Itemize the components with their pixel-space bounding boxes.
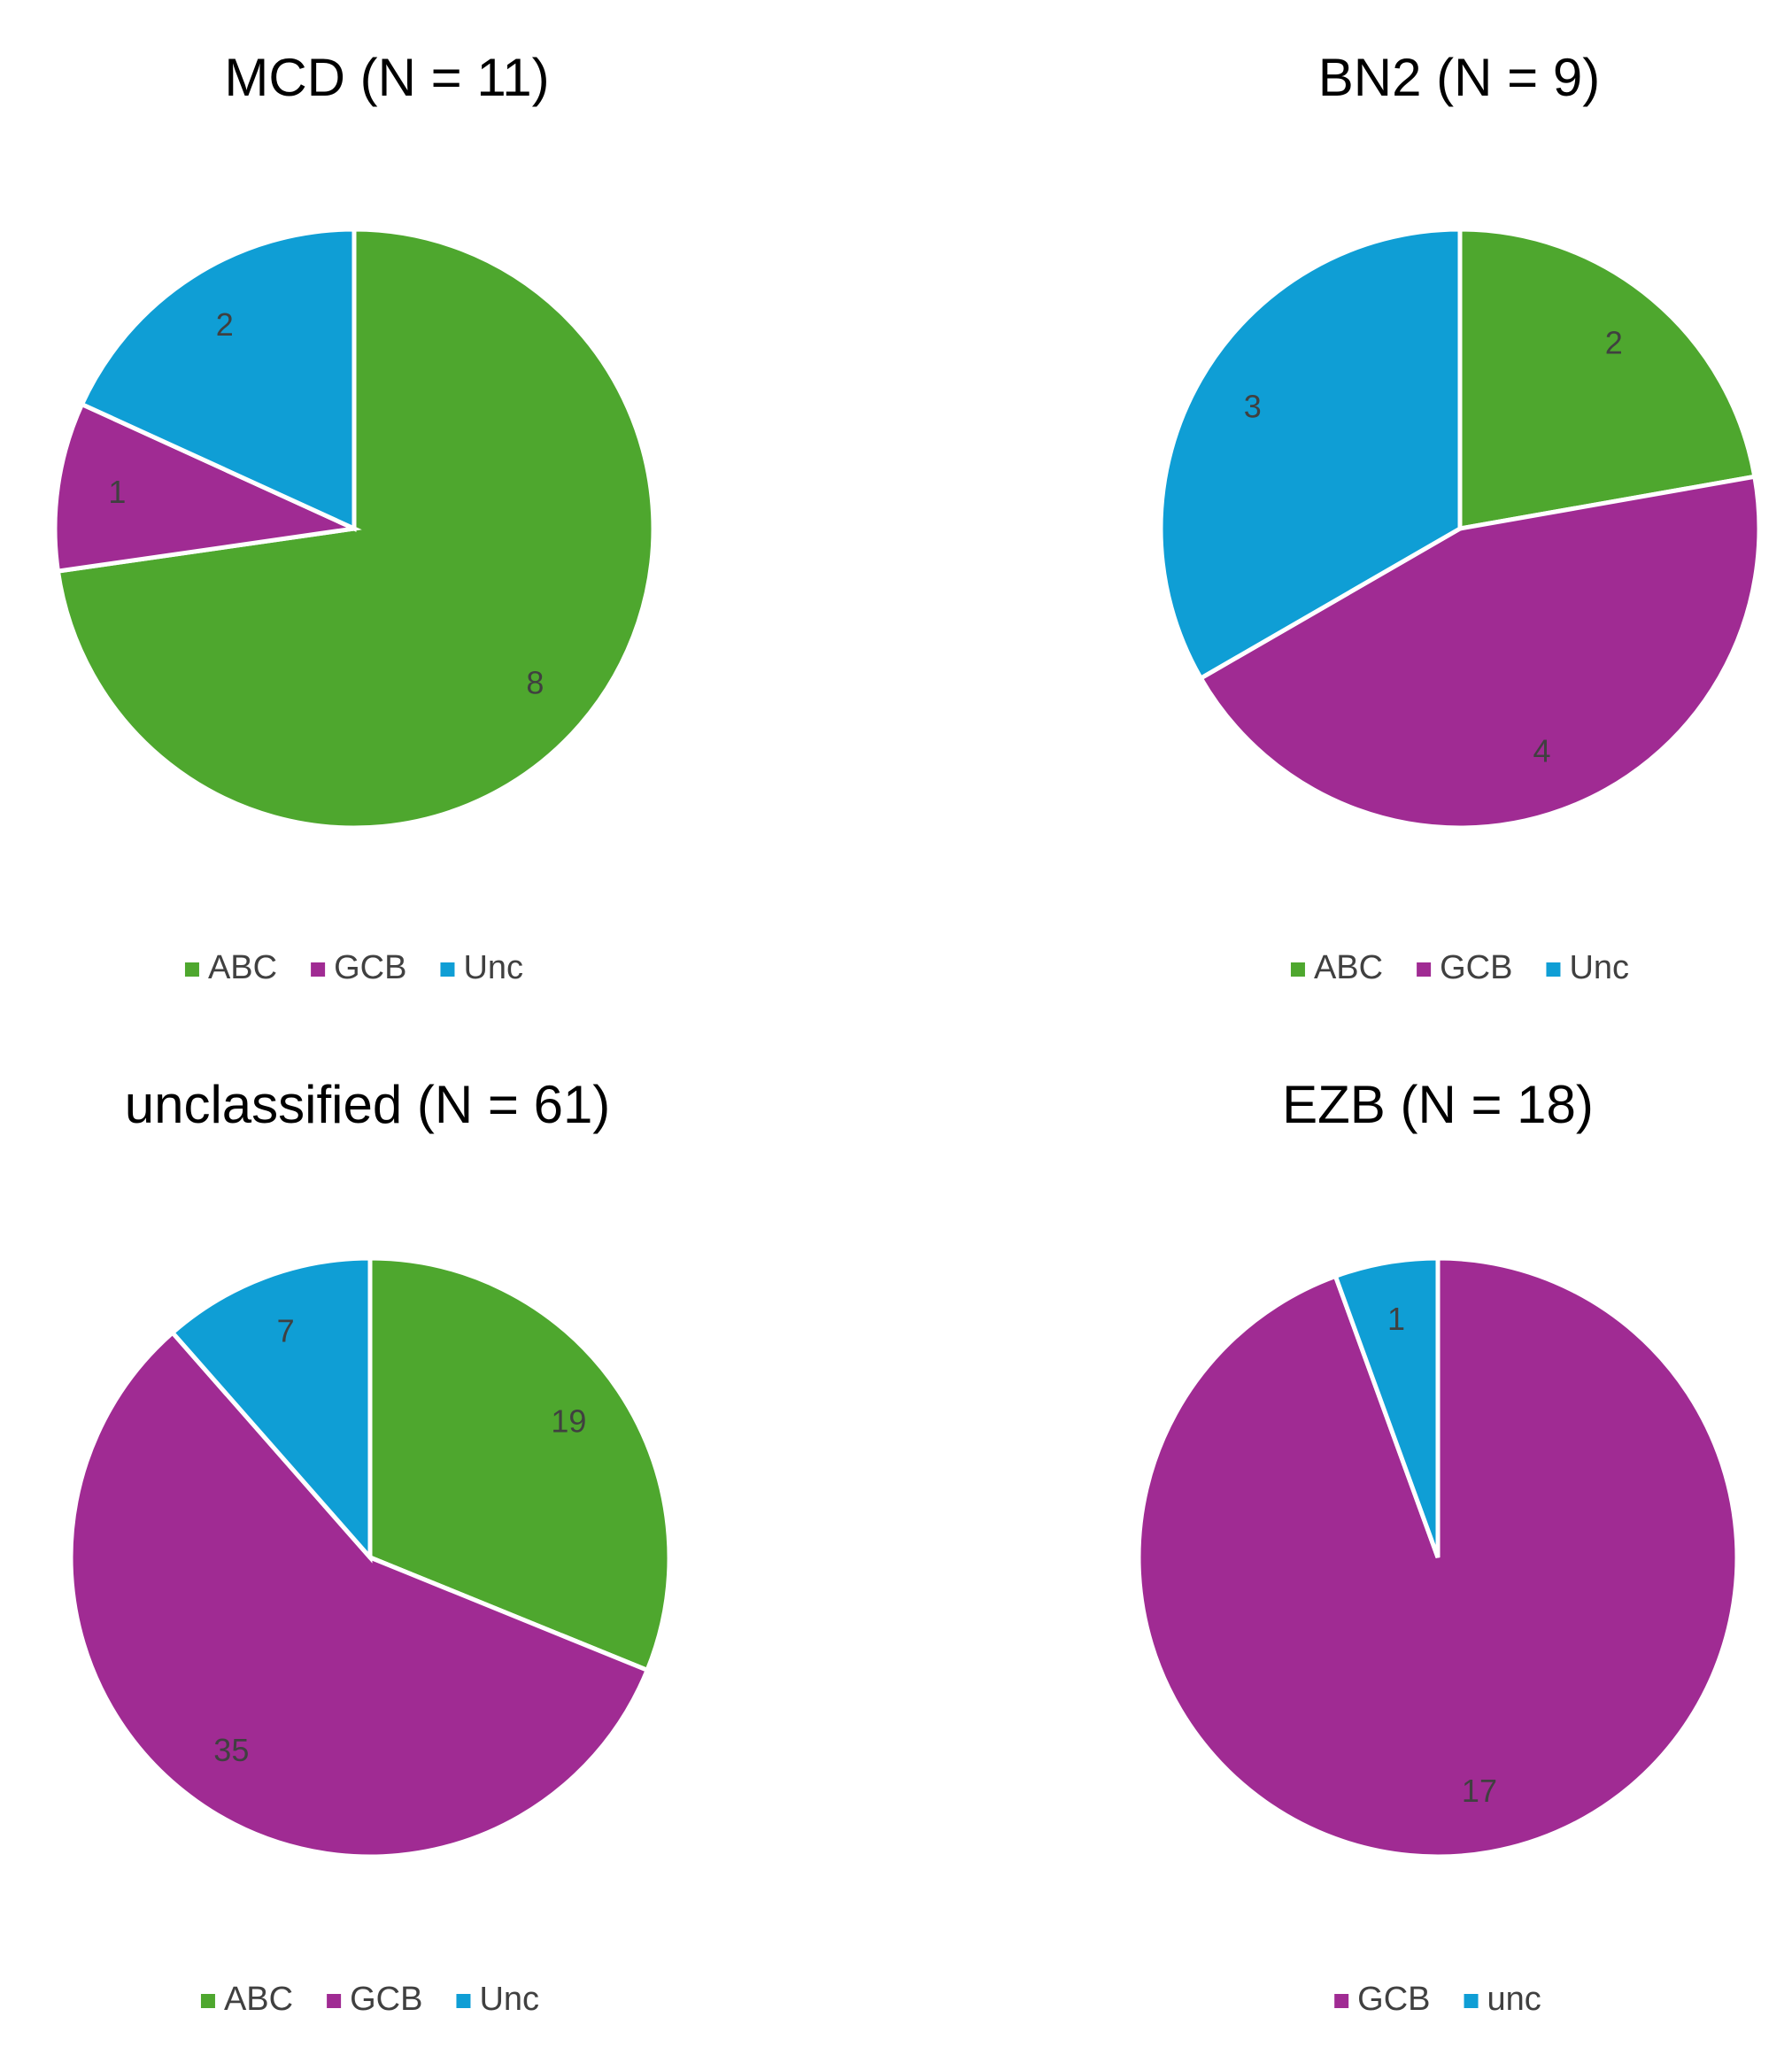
legend-label: ABC — [208, 949, 277, 986]
chart-title: EZB (N = 18) — [1282, 1075, 1594, 1134]
data-label: 3 — [1244, 388, 1262, 424]
pie-slice — [79, 227, 357, 532]
pie-slice — [52, 401, 362, 574]
legend-label: Unc — [479, 1981, 539, 2018]
legend-swatch — [1546, 962, 1561, 977]
legend: ABC GCB Unc — [200, 1981, 539, 2018]
legend-label: ABC — [224, 1981, 293, 2018]
legend-swatch — [1334, 1994, 1349, 2008]
legend-swatch — [440, 962, 455, 977]
legend: ABC GCB Unc — [184, 949, 523, 986]
pie-chart: MCD (N = 11) 8 1 2 ABC GCB Unc — [52, 48, 656, 986]
legend-label: GCB — [350, 1981, 422, 2018]
legend-label: GCB — [334, 949, 406, 986]
pie-slice — [1332, 1256, 1441, 1558]
data-label: 4 — [1533, 733, 1550, 769]
legend-swatch — [311, 962, 326, 977]
legend: GCB unc — [1334, 1981, 1541, 2018]
chart-title: MCD (N = 11) — [224, 48, 549, 107]
pie-slice — [1197, 474, 1762, 831]
data-label: 19 — [551, 1403, 586, 1440]
legend-label: ABC — [1314, 949, 1383, 986]
chart-title: unclassified (N = 61) — [125, 1075, 611, 1134]
data-label: 7 — [277, 1312, 295, 1348]
data-label: 35 — [213, 1732, 249, 1768]
data-label: 1 — [108, 474, 126, 510]
legend-swatch — [1464, 1994, 1479, 2008]
data-label: 1 — [1387, 1301, 1405, 1337]
legend-label: Unc — [1569, 949, 1629, 986]
data-label: 2 — [216, 306, 234, 343]
chart-title: BN2 (N = 9) — [1318, 48, 1600, 107]
pie-chart: EZB (N = 18) 17 1 GCB unc — [1136, 1075, 1740, 2018]
legend-label: GCB — [1357, 1981, 1430, 2018]
legend-swatch — [200, 1994, 215, 2008]
data-label: 2 — [1605, 324, 1623, 360]
data-label: 8 — [526, 665, 544, 701]
pie-slice — [68, 1329, 651, 1859]
legend-swatch — [184, 962, 199, 977]
legend-swatch — [327, 1994, 342, 2008]
legend-swatch — [456, 1994, 471, 2008]
pie-chart: BN2 (N = 9) 2 4 3 ABC GCB Unc — [1158, 48, 1762, 986]
legend-swatch — [1417, 962, 1432, 977]
legend: ABC GCB Unc — [1290, 949, 1629, 986]
legend-swatch — [1290, 962, 1305, 977]
legend-label: Unc — [463, 949, 523, 986]
pie-chart: unclassified (N = 61) 19 35 7 ABC GCB Unc — [68, 1075, 672, 2018]
legend-label: GCB — [1440, 949, 1512, 986]
pie-slice — [1158, 227, 1463, 682]
data-label: 17 — [1462, 1773, 1497, 1809]
legend-label: unc — [1487, 1981, 1541, 2018]
pie-slice — [367, 1256, 672, 1673]
pie-slice — [1457, 227, 1757, 531]
pie-slice — [169, 1256, 373, 1564]
